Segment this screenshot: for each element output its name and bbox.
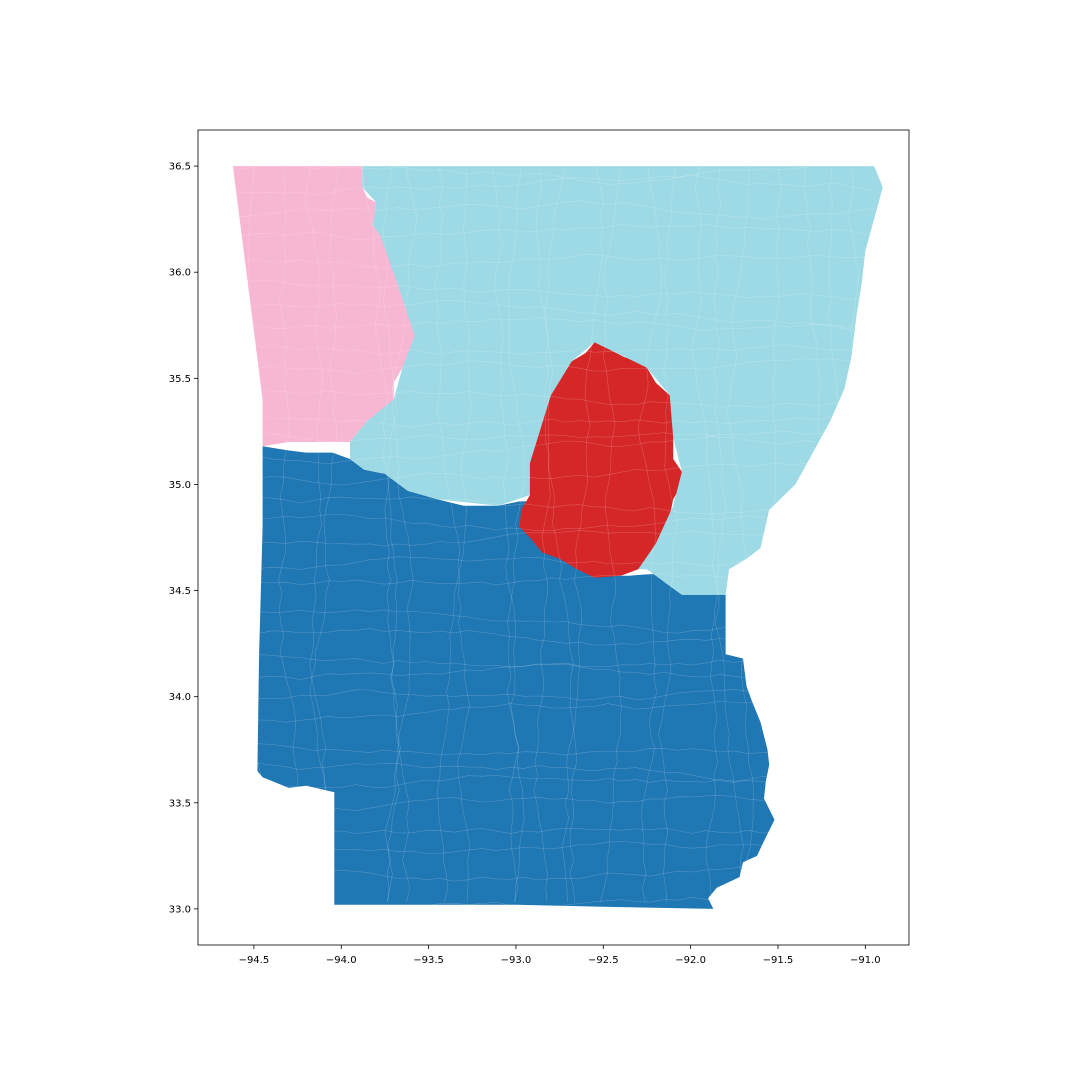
y-axis: 33.0 33.5 34.0 34.5 35.0 35.5 36.0 36.5 <box>169 162 198 915</box>
district-regions <box>232 166 883 909</box>
x-axis: −94.5 −94.0 −93.5 −93.0 −92.5 −92.0 −91.5 −91.0 <box>239 945 881 966</box>
y-tick-label: 33.0 <box>169 904 191 915</box>
precinct-boundaries <box>232 166 875 909</box>
map-plot-area <box>232 166 883 909</box>
y-tick-label: 34.0 <box>169 692 191 703</box>
x-tick-label: −94.5 <box>239 955 270 966</box>
x-tick-label: −93.5 <box>413 955 444 966</box>
x-tick-label: −94.0 <box>326 955 357 966</box>
x-tick-label: −92.0 <box>675 955 706 966</box>
y-tick-label: 35.0 <box>169 480 191 491</box>
district-region-4 <box>350 166 883 595</box>
y-tick-label: 35.5 <box>169 374 191 385</box>
x-tick-label: −91.5 <box>763 955 794 966</box>
x-tick-label: −93.0 <box>501 955 532 966</box>
district-region-3 <box>232 166 417 447</box>
district-region-2 <box>519 342 682 578</box>
district-region-1 <box>257 446 775 909</box>
x-tick-label: −91.0 <box>850 955 881 966</box>
axes-frame <box>197 129 910 946</box>
y-tick-label: 36.5 <box>169 162 191 173</box>
y-tick-label: 36.0 <box>169 268 191 279</box>
x-tick-label: −92.5 <box>588 955 619 966</box>
y-tick-label: 34.5 <box>169 586 191 597</box>
y-tick-label: 33.5 <box>169 798 191 809</box>
